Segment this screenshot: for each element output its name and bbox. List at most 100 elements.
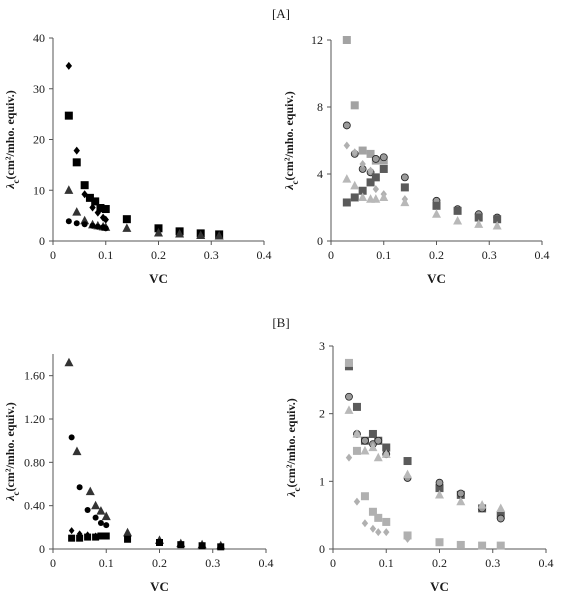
x-tick-label: 0.2 [152, 556, 167, 570]
data-point [496, 541, 505, 550]
data-point [122, 223, 132, 232]
data-point [217, 543, 225, 551]
data-point [361, 519, 369, 528]
x-axis-label: VC [427, 271, 446, 286]
data-point [360, 445, 370, 455]
data-point [85, 193, 94, 202]
series-4 [344, 358, 505, 550]
x-tick-label: 0.4 [259, 556, 274, 570]
y-tick-label: 1.60 [24, 369, 45, 383]
x-tick-label: 0 [328, 248, 334, 262]
y-tick-label: 2 [319, 407, 325, 421]
series-1 [342, 121, 502, 222]
data-point [94, 223, 101, 230]
data-point [478, 541, 487, 550]
data-point [97, 520, 104, 526]
x-tick-label: 0 [50, 248, 56, 262]
data-point [373, 452, 383, 462]
data-point [342, 174, 352, 183]
data-point [371, 155, 380, 163]
data-point [72, 446, 82, 456]
data-point [73, 146, 80, 155]
x-tick-label: 0.4 [539, 556, 554, 570]
y-tick-label: 0.40 [24, 499, 45, 513]
data-point [102, 215, 109, 224]
data-point [379, 153, 388, 162]
data-point [92, 533, 100, 541]
data-point [101, 205, 110, 214]
data-point [382, 517, 391, 526]
data-point [352, 446, 361, 455]
data-point [64, 185, 74, 194]
data-point [453, 206, 462, 215]
data-point [492, 220, 502, 230]
data-point [345, 453, 353, 462]
data-point [64, 357, 74, 367]
series-3 [65, 218, 109, 232]
y-axis-label: λc(cm²/mho. equiv.) [3, 402, 21, 502]
data-point [97, 532, 105, 540]
data-point [175, 228, 185, 238]
data-point [73, 220, 80, 227]
data-point [379, 192, 389, 202]
data-point [350, 193, 359, 202]
panel-label-b: [B] [272, 315, 289, 330]
x-tick-label: 0.1 [99, 556, 114, 570]
data-point [403, 457, 412, 466]
data-point [352, 429, 362, 438]
y-tick-label: 4 [317, 167, 323, 181]
data-point [367, 166, 374, 175]
data-point [432, 201, 441, 210]
data-point [403, 469, 413, 479]
data-point [350, 101, 359, 110]
data-point [371, 173, 380, 182]
y-tick-label: 0 [39, 542, 45, 556]
data-point [345, 392, 353, 401]
x-tick-label: 0.1 [376, 248, 391, 262]
y-tick-label: 1 [319, 474, 325, 488]
data-point [435, 489, 444, 499]
series-0 [64, 357, 226, 550]
data-point [477, 500, 487, 509]
y-tick-label: 30 [33, 82, 45, 96]
data-point [383, 528, 390, 537]
data-point [360, 492, 369, 501]
data-point [342, 121, 351, 130]
data-point [65, 218, 72, 225]
series-3 [68, 532, 225, 551]
data-point [85, 486, 95, 496]
data-point [368, 442, 378, 452]
series-1 [64, 111, 224, 239]
data-point [381, 449, 391, 458]
data-point [496, 514, 505, 523]
data-point [435, 484, 444, 493]
series-3 [345, 453, 411, 543]
data-point [366, 149, 375, 158]
data-point [361, 436, 369, 445]
x-tick-label: 0.3 [485, 556, 500, 570]
y-axis-label: λc(cm²/mho. equiv.) [282, 91, 300, 191]
y-tick-label: 40 [33, 31, 45, 45]
data-point [474, 219, 484, 228]
data-point [80, 215, 90, 225]
data-point [68, 527, 75, 535]
x-tick-label: 0.1 [379, 556, 394, 570]
data-point [80, 181, 89, 190]
data-point [382, 443, 391, 452]
series-2 [342, 164, 502, 224]
panel-label-a: [A] [272, 6, 290, 21]
data-point [89, 203, 96, 212]
data-point [400, 183, 409, 192]
data-point [375, 528, 382, 537]
data-point [453, 215, 463, 225]
y-axis-label: λc(cm²/mho. equiv.) [284, 398, 302, 498]
x-axis-label: VC [149, 271, 168, 286]
y-tick-label: 0 [319, 542, 325, 556]
data-point [344, 358, 353, 367]
y-tick-label: 0.80 [24, 455, 45, 469]
data-point [96, 204, 105, 213]
chart-a-right: 0 0.1 0.2 0.3 0.4 0 4 8 12 VC λc(cm²/mho. equiv.) [282, 33, 550, 286]
x-tick-label: 0.3 [205, 556, 220, 570]
series-1 [68, 434, 110, 529]
x-tick-label: 0 [330, 556, 336, 570]
